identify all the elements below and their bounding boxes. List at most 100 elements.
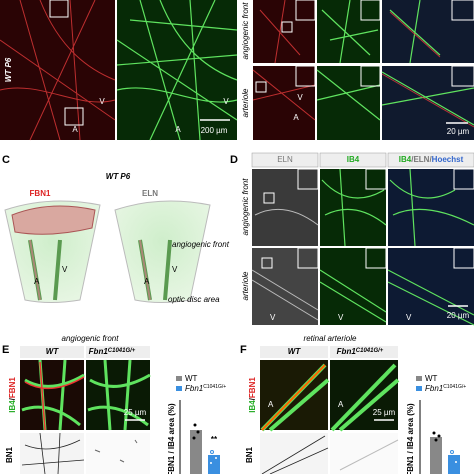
- path: [24, 361, 85, 431]
- shape: [297, 247, 319, 269]
- legend-entry: WT: [425, 374, 438, 383]
- label: V: [99, 97, 105, 106]
- label: V: [270, 313, 276, 322]
- stain: BN1: [5, 446, 14, 463]
- column-label: IB4: [347, 155, 360, 164]
- vessels: [251, 208, 319, 321]
- inset-box: [49, 0, 69, 18]
- g: [192, 423, 200, 440]
- panel-c: C WT P6 FBN1 ELN A V A V angiogenic fron…: [2, 154, 230, 304]
- merge-image: [382, 0, 474, 63]
- shape: [365, 168, 387, 190]
- shape: [281, 21, 293, 33]
- vessels: [387, 168, 474, 326]
- region: angiogenic front: [172, 240, 230, 249]
- stain-part: IB4: [8, 400, 17, 413]
- label: A: [338, 400, 344, 409]
- merge-part: /ELN/: [411, 155, 432, 164]
- gene: Fbn1: [89, 347, 109, 356]
- vessels: [316, 0, 381, 121]
- title: WT P6: [106, 172, 131, 181]
- stain-part: FBN1: [248, 377, 257, 398]
- shape: [448, 455, 460, 474]
- row-label: angiogenic front: [241, 178, 250, 236]
- base: optic disc area: [168, 295, 220, 304]
- g: [255, 0, 474, 93]
- shape: [20, 433, 84, 474]
- circle: [432, 431, 436, 435]
- shape: [176, 376, 182, 381]
- vessels: [381, 11, 474, 128]
- label: A: [268, 400, 274, 409]
- vessels: [319, 168, 387, 323]
- stain-part: /: [248, 397, 257, 400]
- shape: [295, 65, 316, 87]
- shape: [451, 65, 474, 87]
- fbn1-signal: [261, 435, 329, 474]
- inset-box: [64, 107, 84, 126]
- condition: WT P6: [4, 57, 13, 82]
- vessels: [116, 0, 238, 141]
- panel-a: WT P6 A V A V 200 µm: [0, 0, 238, 141]
- shape: [176, 386, 182, 391]
- title: angiogenic front: [62, 334, 120, 343]
- shape: [260, 346, 328, 358]
- shape: [20, 346, 84, 358]
- g: [209, 450, 218, 465]
- scale-label: 25 µm: [124, 408, 147, 417]
- gene: Fbn1: [425, 384, 443, 393]
- g: [450, 450, 458, 464]
- vessel-label: A: [34, 277, 40, 286]
- circle: [450, 450, 454, 454]
- vessel-label: V: [172, 265, 178, 274]
- g: [432, 431, 441, 442]
- shape: [297, 168, 319, 190]
- shape: [320, 248, 386, 325]
- shape: [86, 433, 150, 474]
- vessels: [252, 0, 316, 121]
- group: Fbn1C1041G/+: [337, 347, 384, 356]
- y-axis-label: FBN1 / IB4 area (%): [167, 403, 176, 474]
- shape: [261, 257, 273, 269]
- panel-b: angiogenic front arteriole A V 20 µm: [241, 0, 474, 140]
- stain: BN1: [245, 446, 254, 463]
- shape: [453, 247, 474, 269]
- stain-part: FBN1: [8, 377, 17, 398]
- title: retinal arteriole: [304, 334, 357, 343]
- shape: [388, 169, 474, 246]
- panel-letter: E: [2, 344, 9, 356]
- shape: [387, 152, 474, 168]
- shape: [320, 169, 386, 246]
- label: A: [293, 113, 299, 122]
- circle: [214, 456, 218, 460]
- shape: [430, 437, 442, 474]
- path: [261, 364, 326, 431]
- retina-sketch: [114, 200, 211, 303]
- circle: [192, 436, 196, 440]
- shape: [251, 152, 319, 168]
- path: [87, 359, 151, 431]
- panel-f: F retinal arteriole WT Fbn1C1041G/+ IB4/…: [240, 334, 466, 474]
- shape: [190, 430, 202, 474]
- shape: [263, 192, 275, 204]
- label: V: [406, 313, 412, 322]
- shape: [388, 248, 474, 325]
- circle: [196, 430, 200, 434]
- circle: [193, 423, 197, 427]
- panel-letter: C: [2, 154, 10, 166]
- panel-e: E angiogenic front WT Fbn1C1041G/+ IB4/F…: [2, 334, 226, 474]
- elastic-arteriole: [29, 239, 151, 301]
- g: [261, 168, 474, 269]
- stain-part: /: [8, 397, 17, 400]
- path: [330, 363, 400, 432]
- stain: ELN: [142, 189, 158, 198]
- scale-label: 20 µm: [447, 127, 470, 136]
- significance: **: [211, 435, 218, 444]
- stain: IB4/FBN1: [8, 377, 17, 413]
- circle: [434, 438, 438, 442]
- merge-part: IB4: [399, 155, 412, 164]
- shape: [360, 65, 381, 87]
- gene: Fbn1: [185, 384, 203, 393]
- vessels: [0, 0, 116, 141]
